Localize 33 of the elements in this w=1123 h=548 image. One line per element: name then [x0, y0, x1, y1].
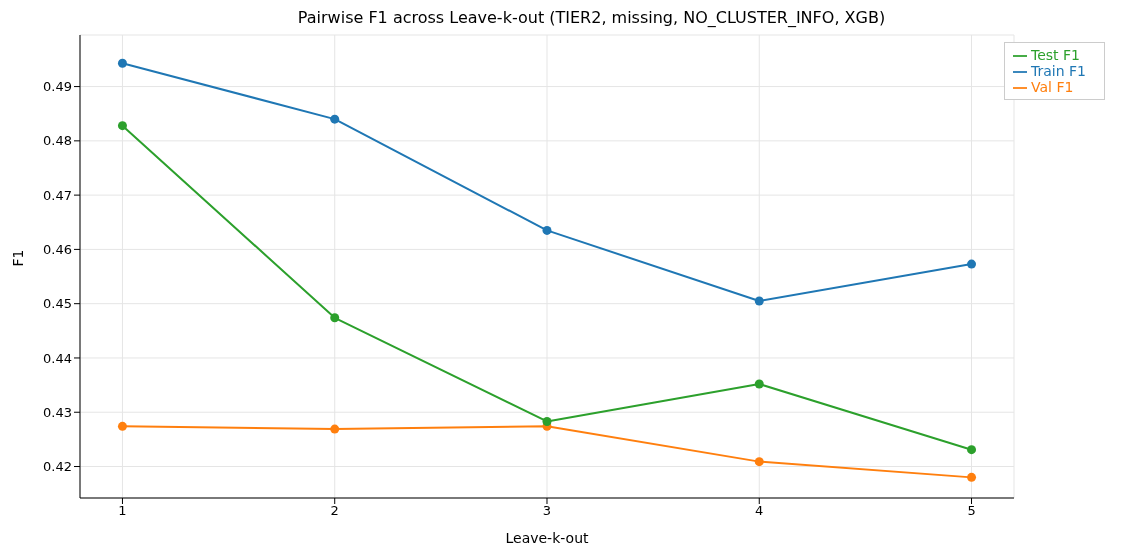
chart-title: Pairwise F1 across Leave-k-out (TIER2, missing, NO_CLUSTER_INFO, XGB)	[296, 8, 887, 29]
point	[754, 296, 764, 306]
y-tick-label: 0.42	[43, 459, 72, 475]
y-tick-label: 0.45	[43, 296, 72, 312]
y-tick-label: 0.49	[43, 79, 72, 95]
point	[117, 421, 127, 431]
point	[330, 424, 340, 434]
x-tick-label: 3	[542, 503, 552, 519]
point	[542, 225, 552, 235]
y-tick-label: 0.46	[43, 242, 72, 258]
x-tick-label: 1	[118, 503, 127, 519]
y-axis-title: F1	[9, 249, 26, 267]
legend-label: Test F1	[1030, 47, 1080, 63]
legend-label: Train F1	[1030, 63, 1086, 79]
point	[754, 457, 764, 467]
y-tick-label: 0.43	[43, 404, 72, 420]
point	[967, 472, 977, 482]
point	[330, 114, 340, 124]
x-tick-label: 4	[755, 503, 764, 519]
point	[754, 379, 764, 389]
point	[117, 58, 127, 68]
x-axis-title: Leave-k-out	[505, 530, 590, 546]
point	[967, 445, 977, 455]
y-tick-label: 0.44	[43, 350, 72, 366]
x-tick-label: 5	[967, 503, 976, 519]
point	[330, 313, 340, 323]
point	[967, 259, 977, 269]
point	[542, 416, 552, 426]
legend-label: Val F1	[1030, 79, 1074, 95]
y-tick-label: 0.48	[43, 133, 72, 149]
y-tick-label: 0.47	[43, 187, 72, 203]
x-tick-label: 2	[330, 503, 339, 519]
point	[117, 121, 127, 131]
